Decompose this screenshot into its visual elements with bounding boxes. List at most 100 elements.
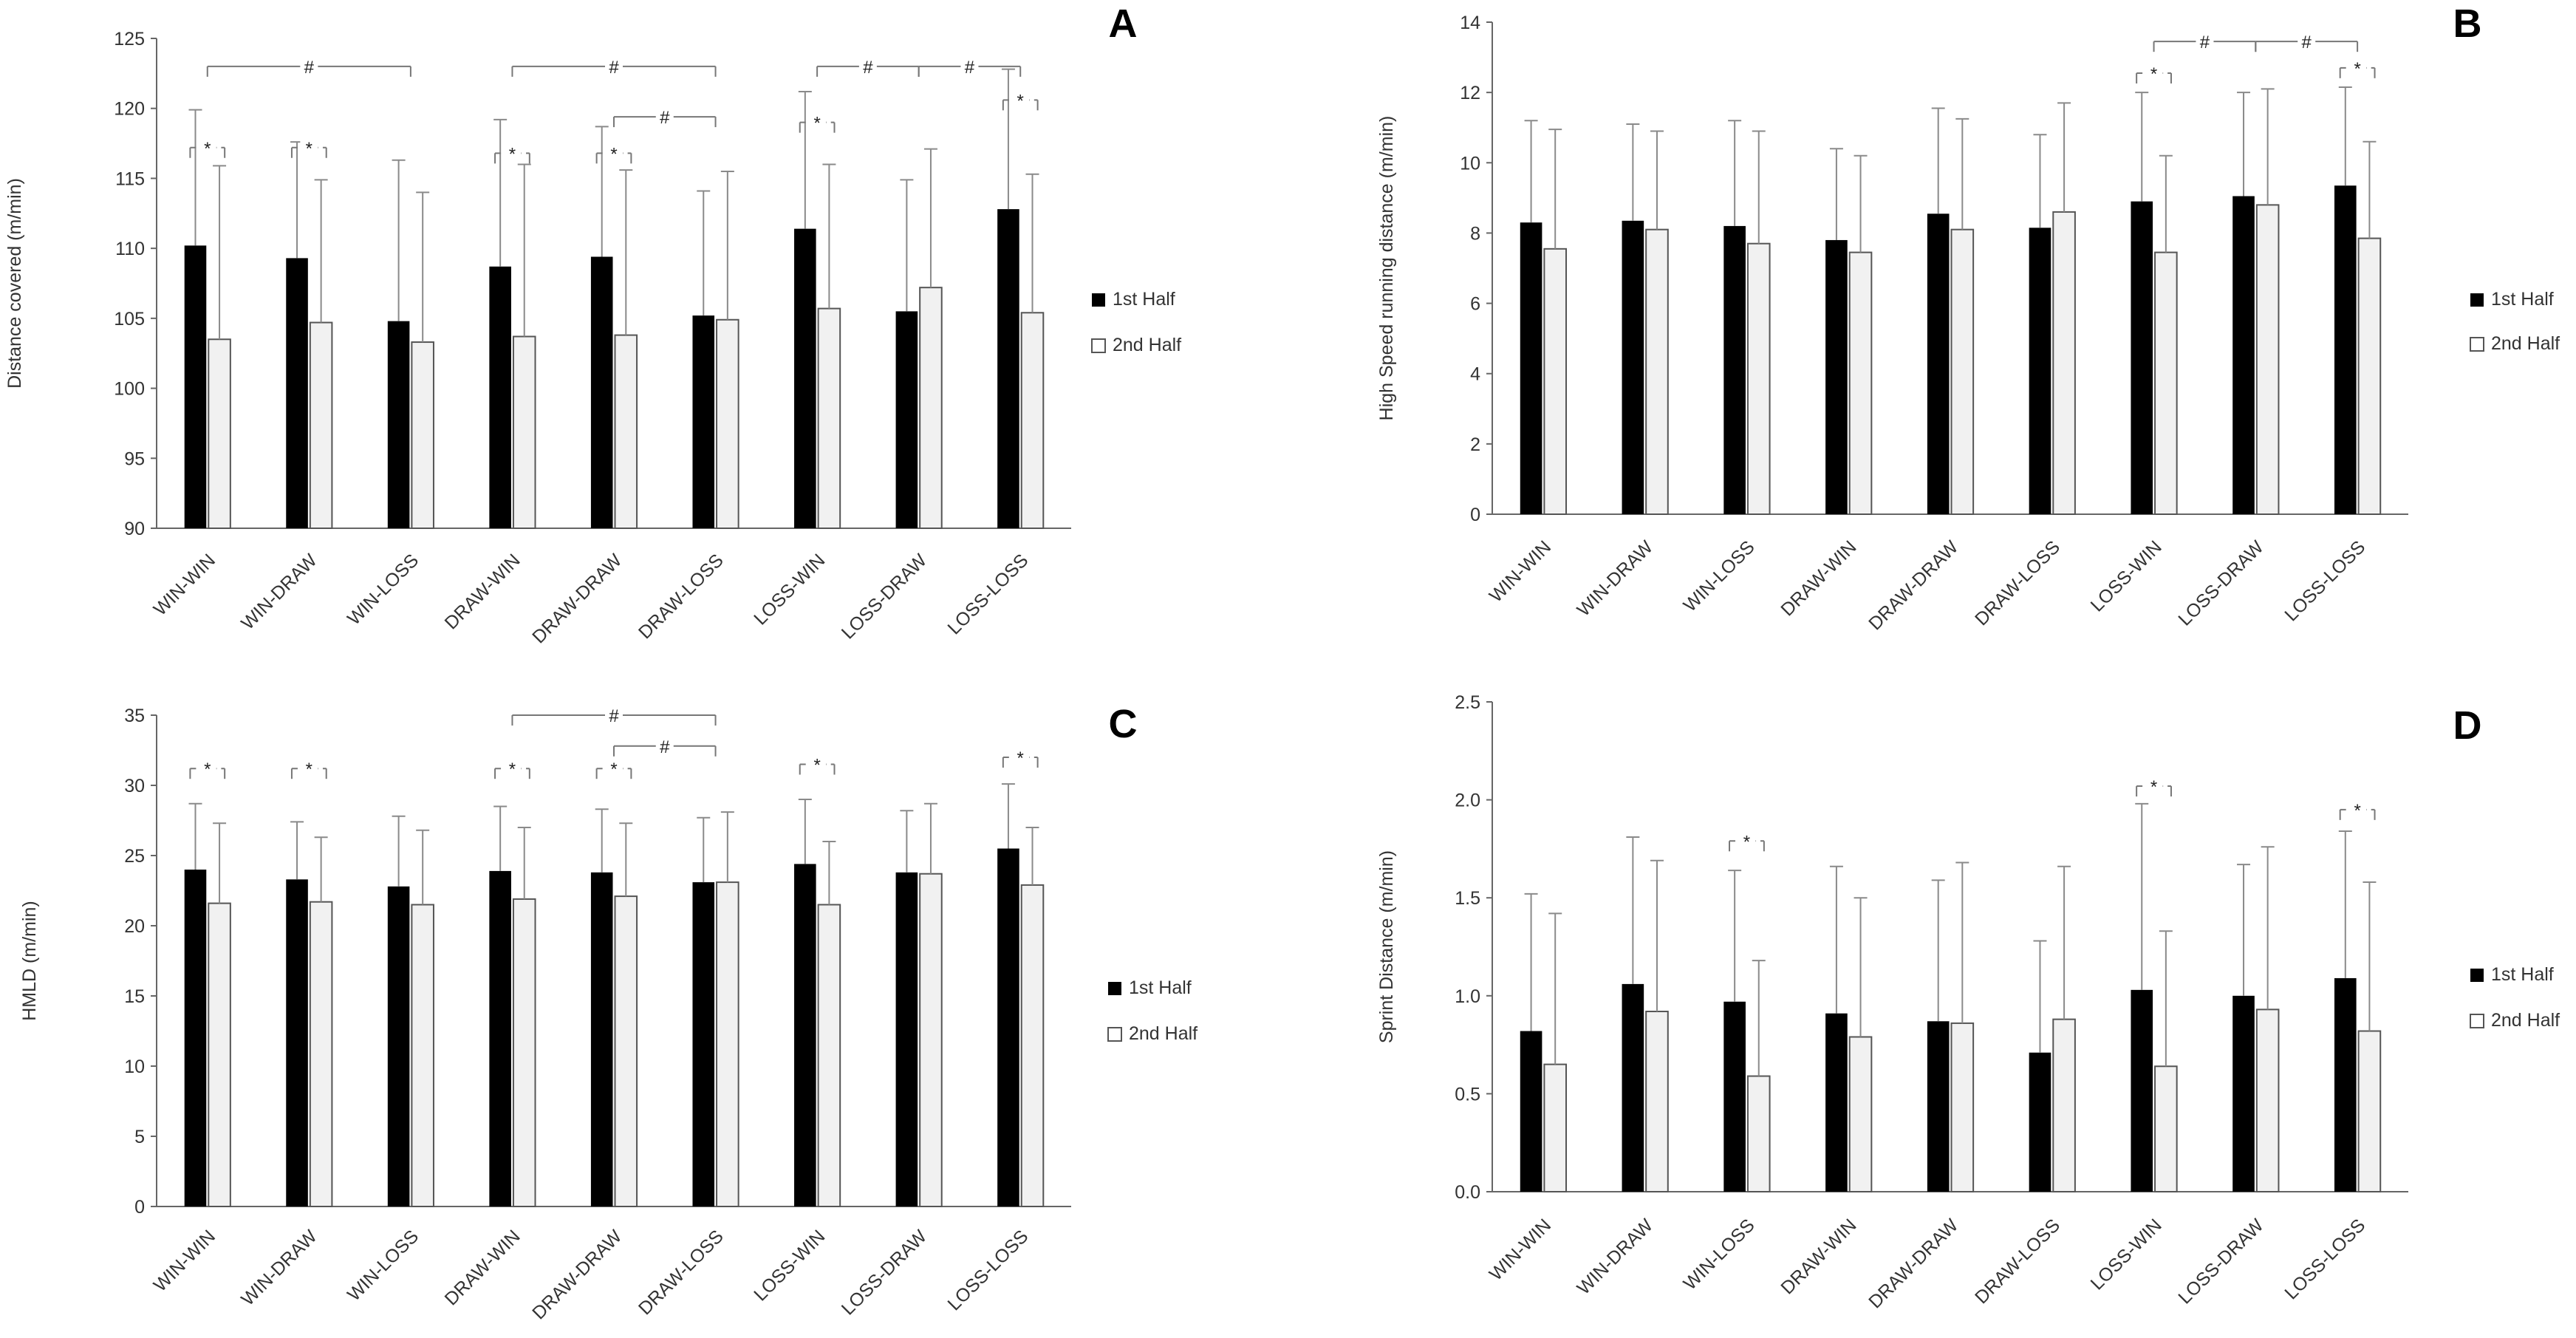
y-tick-label: 10 [124,1057,145,1077]
x-category-label: LOSS-DRAW [2174,1215,2267,1308]
x-category-label: LOSS-LOSS [2281,1215,2369,1303]
legend-swatch-second-half [2470,1014,2484,1028]
bar-second-half [208,902,231,1207]
x-category-label: LOSS-LOSS [2281,536,2369,625]
bar-first-half [1927,1021,1950,1192]
annotation-backdrop [300,758,318,779]
y-tick-label: 2.5 [1455,692,1480,713]
x-category-label: WIN-DRAW [237,550,321,634]
panel-letter: B [2453,1,2482,46]
significance-hash: # [2200,33,2210,52]
significance-hash: # [660,108,670,128]
bar-first-half [1927,214,1950,514]
x-category-label: WIN-DRAW [237,1226,321,1310]
annotation-backdrop [1011,747,1030,768]
annotation-backdrop [605,55,623,77]
bar-first-half [1723,225,1746,514]
bar-first-half [1825,1013,1848,1192]
x-category-label: LOSS-WIN [750,1226,829,1305]
bar-first-half [1622,983,1644,1192]
bar-first-half [184,870,207,1206]
x-category-label: LOSS-WIN [750,550,829,629]
annotation-backdrop [2297,31,2316,52]
bar-second-half [309,321,333,529]
x-category-label: LOSS-WIN [2087,536,2166,615]
x-category-label: WIN-LOSS [1679,536,1758,615]
y-axis-title: Distance covered (m/min) [4,178,25,389]
panel-c: 0 5 10 15 20 25 30 35 HMLD (m/min) WIN-WIN WIN-DRA… [19,702,1198,1324]
significance-hash: # [304,58,315,78]
bar-second-half [1950,1022,1975,1192]
bar-first-half [2232,995,2255,1192]
significance-star: * [2354,59,2360,79]
significance-hash: # [609,706,619,726]
annotation-backdrop [300,55,318,77]
x-category-label: DRAW-LOSS [1971,536,2064,629]
x-category-label: LOSS-LOSS [943,550,1032,638]
y-tick-label: 4 [1470,364,1480,385]
significance-star: * [813,114,820,134]
bar-second-half [1746,1075,1771,1192]
bar-first-half [590,872,613,1206]
bar-first-half [2334,185,2357,514]
panel-b: 0 2 4 6 8 10 12 14 High Speed running distance (… [1376,1,2560,635]
significance-star: * [2150,64,2157,84]
y-tick-label: 105 [114,309,145,330]
y-tick-label: 90 [124,519,145,539]
y-tick-label: 115 [115,168,145,189]
y-tick-label: 6 [1470,294,1480,315]
bar-first-half [387,886,410,1206]
x-category-label: DRAW-WIN [1777,536,1860,620]
x-category-label: DRAW-DRAW [528,1226,626,1323]
bar-second-half [1543,1063,1568,1192]
significance-star: * [1017,91,1024,111]
bar-first-half [692,315,715,528]
x-category-label: LOSS-DRAW [838,1226,931,1319]
y-tick-label: 1.5 [1455,888,1480,909]
annotation-backdrop [300,137,318,158]
annotation-backdrop [808,112,827,133]
panel-d: 0.0 0.5 1.0 1.5 2.0 2.5 Sprint Distance (m/min… [1376,692,2560,1313]
panel-letter: A [1109,1,1138,46]
legend-label-first-half: 1st Half [2491,289,2554,310]
bar-second-half [2255,1008,2280,1193]
legend-swatch-first-half [2470,293,2484,307]
x-category-label: WIN-WIN [150,1226,219,1295]
y-tick-label: 12 [1460,83,1480,103]
y-axis-title: HMLD (m/min) [19,901,40,1021]
y-tick-label: 30 [124,776,145,796]
bar-second-half [2357,237,2382,515]
y-axis-title: Sprint Distance (m/min) [1376,850,1397,1043]
bar-second-half [512,898,536,1208]
y-tick-label: 0.5 [1455,1084,1480,1105]
x-category-label: DRAW-LOSS [635,550,728,643]
y-tick-label: 15 [124,986,145,1007]
bar-first-half [794,228,816,528]
annotation-backdrop [2348,57,2367,78]
y-tick-label: 8 [1470,223,1480,244]
bar-first-half [2029,228,2051,514]
legend-swatch-first-half [1108,982,1121,995]
x-category-label: WIN-WIN [1486,1215,1555,1284]
bar-second-half [208,338,231,529]
y-tick-label: 120 [114,99,145,120]
x-category-label: DRAW-WIN [441,550,525,633]
annotation-backdrop [858,55,877,77]
significance-hash: # [2302,33,2312,52]
bar-second-half [1746,242,1771,515]
significance-star: * [204,139,211,159]
x-category-label: DRAW-WIN [1777,1215,1860,1298]
annotation-backdrop [605,758,623,779]
significance-star: * [204,760,211,779]
x-category-label: WIN-LOSS [344,1226,423,1305]
annotation-backdrop [960,55,979,77]
bar-second-half [2052,211,2076,515]
legend-swatch-second-half [2470,337,2484,352]
significance-star: * [306,139,312,159]
bar-first-half [2131,201,2153,514]
bar-first-half [1825,239,1848,514]
significance-star: * [610,144,617,164]
x-category-label: WIN-DRAW [1574,1215,1658,1299]
bar-second-half [1848,1036,1873,1192]
